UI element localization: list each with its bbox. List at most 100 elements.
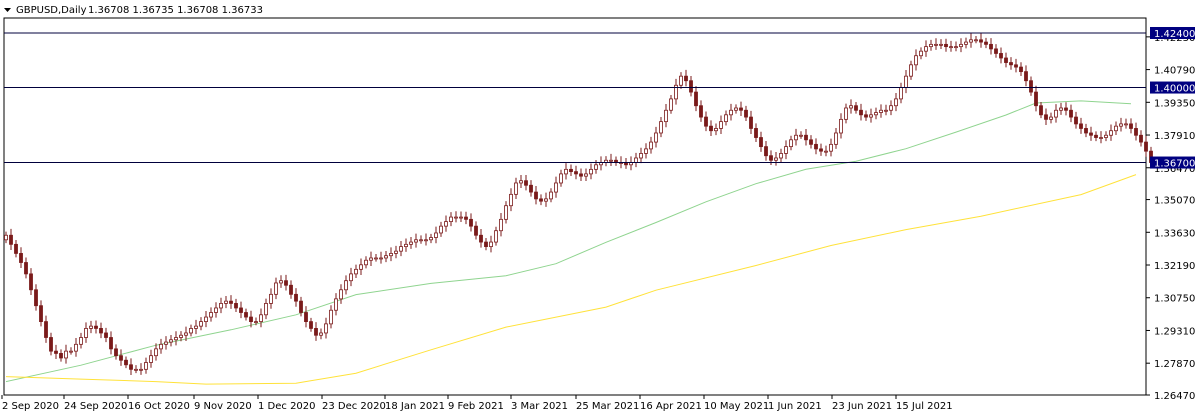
candle [669, 95, 673, 114]
candle-body [854, 105, 858, 111]
candle [1094, 131, 1098, 142]
candle-body [364, 259, 368, 266]
candle [959, 38, 963, 53]
candle-body [759, 137, 763, 148]
candle [214, 302, 218, 318]
x-tick-label: 24 Sep 2020 [64, 401, 127, 412]
candle [444, 215, 448, 232]
candle [334, 293, 338, 316]
candle [1009, 57, 1013, 70]
candle [29, 268, 33, 296]
candle [299, 296, 303, 317]
candle-body [49, 337, 53, 352]
candle-body [819, 148, 823, 152]
y-axis: 1.26470 1.27870 1.29310 1.30750 1.32190 1.336… [1146, 26, 1195, 402]
candle [964, 37, 968, 49]
x-tick-label: 1 Dec 2020 [258, 401, 316, 412]
candle [364, 256, 368, 269]
candle-body [204, 316, 208, 322]
candle-body [709, 125, 713, 132]
candle-body [319, 332, 323, 336]
candle-body [879, 109, 883, 113]
candle-body [594, 164, 598, 170]
moving-average-line-2 [5, 174, 1137, 385]
candle-body [9, 234, 13, 245]
candle [919, 47, 923, 60]
candle [944, 38, 948, 52]
candle-body [564, 168, 568, 175]
candle [829, 138, 833, 157]
candle-body [644, 148, 648, 154]
candle [439, 221, 443, 237]
candle [1029, 76, 1033, 96]
candle [739, 101, 743, 116]
candle-body [734, 107, 738, 111]
candle [49, 332, 53, 356]
candle-body [899, 87, 903, 100]
candle-body [969, 39, 973, 43]
candle [859, 103, 863, 121]
candle-body [444, 221, 448, 227]
x-tick-label: 15 Jul 2021 [896, 401, 953, 412]
candle-body [1104, 134, 1108, 138]
candle-body [1029, 80, 1033, 93]
candle [854, 102, 858, 114]
candle-body [269, 293, 273, 304]
candle [59, 349, 63, 362]
candle [789, 135, 793, 151]
candle-body [639, 153, 643, 159]
candle-body [1109, 130, 1113, 136]
candle-body [1079, 123, 1083, 129]
candle-body [109, 337, 113, 350]
candle-body [654, 132, 658, 143]
candle [24, 257, 28, 279]
candle-body [1134, 128, 1138, 136]
candle-body [464, 216, 468, 220]
candle [234, 298, 238, 313]
candle-body [299, 300, 303, 313]
y-tick-label: 1.40790 [1154, 66, 1195, 77]
x-tick-label: 16 Apr 2021 [640, 401, 702, 412]
candle [519, 175, 523, 189]
candle-body [674, 84, 678, 100]
candle-body [954, 46, 958, 49]
candle-body [549, 191, 553, 200]
candle [374, 253, 378, 262]
candle [809, 135, 813, 149]
candle-body [1119, 123, 1123, 127]
candle-body [14, 243, 18, 254]
candle [749, 110, 753, 134]
candle [664, 103, 668, 128]
candle [539, 194, 543, 206]
candle [274, 277, 278, 300]
candle [369, 251, 373, 266]
candle [794, 128, 798, 146]
candle [1034, 85, 1038, 112]
y-tick-label: 1.37910 [1154, 131, 1195, 142]
candle-body [99, 328, 103, 334]
candle [1064, 102, 1068, 116]
candle [99, 322, 103, 339]
candle [999, 47, 1003, 64]
candle [114, 344, 118, 360]
candle-body [19, 253, 23, 263]
candle [204, 310, 208, 328]
candle-body [44, 321, 48, 338]
candle-body [724, 114, 728, 123]
candle [319, 328, 323, 340]
candle-body [634, 157, 638, 163]
dropdown-arrow-icon[interactable] [4, 8, 11, 12]
candle [1019, 62, 1023, 77]
candle-body [529, 184, 533, 193]
candle-body [764, 146, 768, 157]
x-tick-label: 3 Mar 2021 [511, 401, 568, 412]
candle-body [914, 55, 918, 66]
candle [254, 317, 258, 326]
candle-body [1039, 105, 1043, 116]
candle [534, 185, 538, 205]
candle [1049, 112, 1053, 124]
candle [239, 301, 243, 319]
candle [424, 233, 428, 246]
